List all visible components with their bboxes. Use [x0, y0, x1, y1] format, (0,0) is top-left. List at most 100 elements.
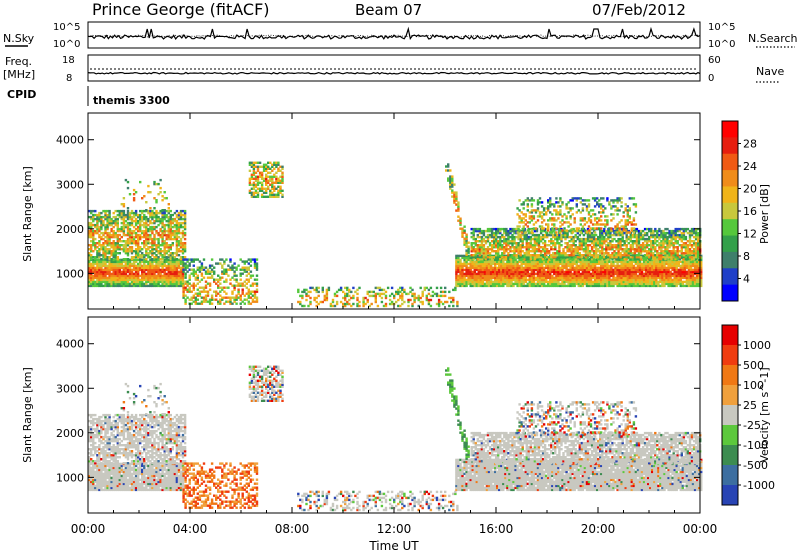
power-cell [94, 209, 97, 213]
power-cell [513, 256, 516, 259]
power-cell [411, 288, 414, 292]
power-cell [585, 260, 589, 264]
power-cell [151, 215, 154, 219]
power-cell [94, 248, 97, 251]
power-cell [554, 252, 557, 255]
power-cell [565, 270, 568, 274]
power-cell [482, 237, 486, 241]
power-cell [545, 260, 548, 264]
power-cell [163, 282, 166, 286]
power-cell [114, 268, 117, 272]
power-cell [494, 284, 497, 288]
power-cell [118, 266, 121, 270]
power-cell [518, 280, 521, 284]
power-cell [501, 246, 504, 249]
power-cell [233, 286, 236, 289]
power-cell [489, 274, 493, 278]
power-cell [88, 268, 91, 272]
power-cell [130, 209, 134, 213]
freq-panel: Freq. [MHz] 18 8 60 0 Nave [3, 54, 784, 84]
power-cell [147, 252, 150, 255]
power-cell [344, 292, 347, 296]
power-cell [169, 244, 172, 247]
power-cell [479, 270, 483, 274]
power-cell [579, 272, 582, 276]
power-cell [130, 272, 134, 276]
power-cell [496, 272, 499, 276]
power-cell [687, 276, 691, 280]
power-cell [599, 235, 602, 239]
power-cell [465, 266, 468, 270]
power-cell [108, 242, 111, 245]
power-cell [182, 286, 185, 289]
power-cell [541, 246, 545, 249]
power-cell [492, 231, 496, 235]
power-cell [190, 302, 193, 305]
power-cell [163, 244, 166, 247]
power-cell [481, 264, 485, 268]
power-cell [108, 276, 111, 280]
power-cell [122, 221, 126, 225]
power-cell [526, 266, 529, 270]
power-cell [248, 169, 252, 172]
power-cell [512, 266, 515, 270]
power-cell [425, 296, 428, 300]
power-cell [90, 258, 93, 261]
power-cell [551, 268, 554, 272]
power-cell [500, 266, 503, 270]
power-cell [644, 260, 648, 264]
power-cell [153, 252, 156, 255]
power-cell [495, 250, 498, 253]
power-cell [225, 296, 228, 299]
power-cell [535, 254, 539, 257]
power-cell [463, 262, 466, 266]
power-cell [206, 290, 210, 293]
power-cell [98, 260, 101, 264]
power-cell [157, 237, 160, 241]
power-cell [163, 272, 166, 276]
power-cell [570, 227, 573, 231]
power-cell [528, 282, 531, 286]
power-cell [98, 244, 101, 247]
power-cell [260, 189, 264, 192]
power-cell [567, 282, 570, 286]
power-cell [122, 266, 126, 270]
power-cell [526, 264, 529, 268]
power-cell [536, 270, 540, 274]
power-cell [538, 264, 542, 268]
power-cell [139, 258, 142, 261]
power-cell [557, 262, 560, 266]
power-cell [570, 250, 573, 253]
power-cell [474, 252, 477, 255]
power-cell [134, 233, 138, 237]
power-cell [577, 276, 580, 280]
power-cell [277, 191, 280, 194]
power-cell [223, 286, 226, 289]
power-cell [554, 246, 557, 249]
power-cell [88, 270, 91, 274]
power-cell [589, 278, 593, 282]
power-cell [673, 282, 676, 286]
power-cell [695, 284, 699, 288]
power-cell [472, 250, 475, 253]
power-cell [159, 276, 162, 280]
power-cell [250, 165, 254, 168]
power-cell [507, 240, 510, 243]
power-cell [508, 274, 511, 278]
power-cell [500, 280, 503, 284]
power-cell [90, 272, 93, 276]
power-cell [88, 260, 91, 264]
power-cell [267, 185, 270, 188]
power-cell [196, 274, 199, 277]
power-cell [157, 284, 160, 288]
power-cell [92, 250, 95, 253]
power-cell [700, 266, 703, 270]
power-cell [669, 278, 672, 282]
power-cell [663, 260, 666, 264]
power-cell [601, 231, 604, 235]
power-cell [348, 294, 351, 298]
power-cell [632, 272, 636, 276]
power-cell [526, 272, 529, 276]
power-cell [260, 171, 264, 174]
power-cell [175, 264, 179, 268]
